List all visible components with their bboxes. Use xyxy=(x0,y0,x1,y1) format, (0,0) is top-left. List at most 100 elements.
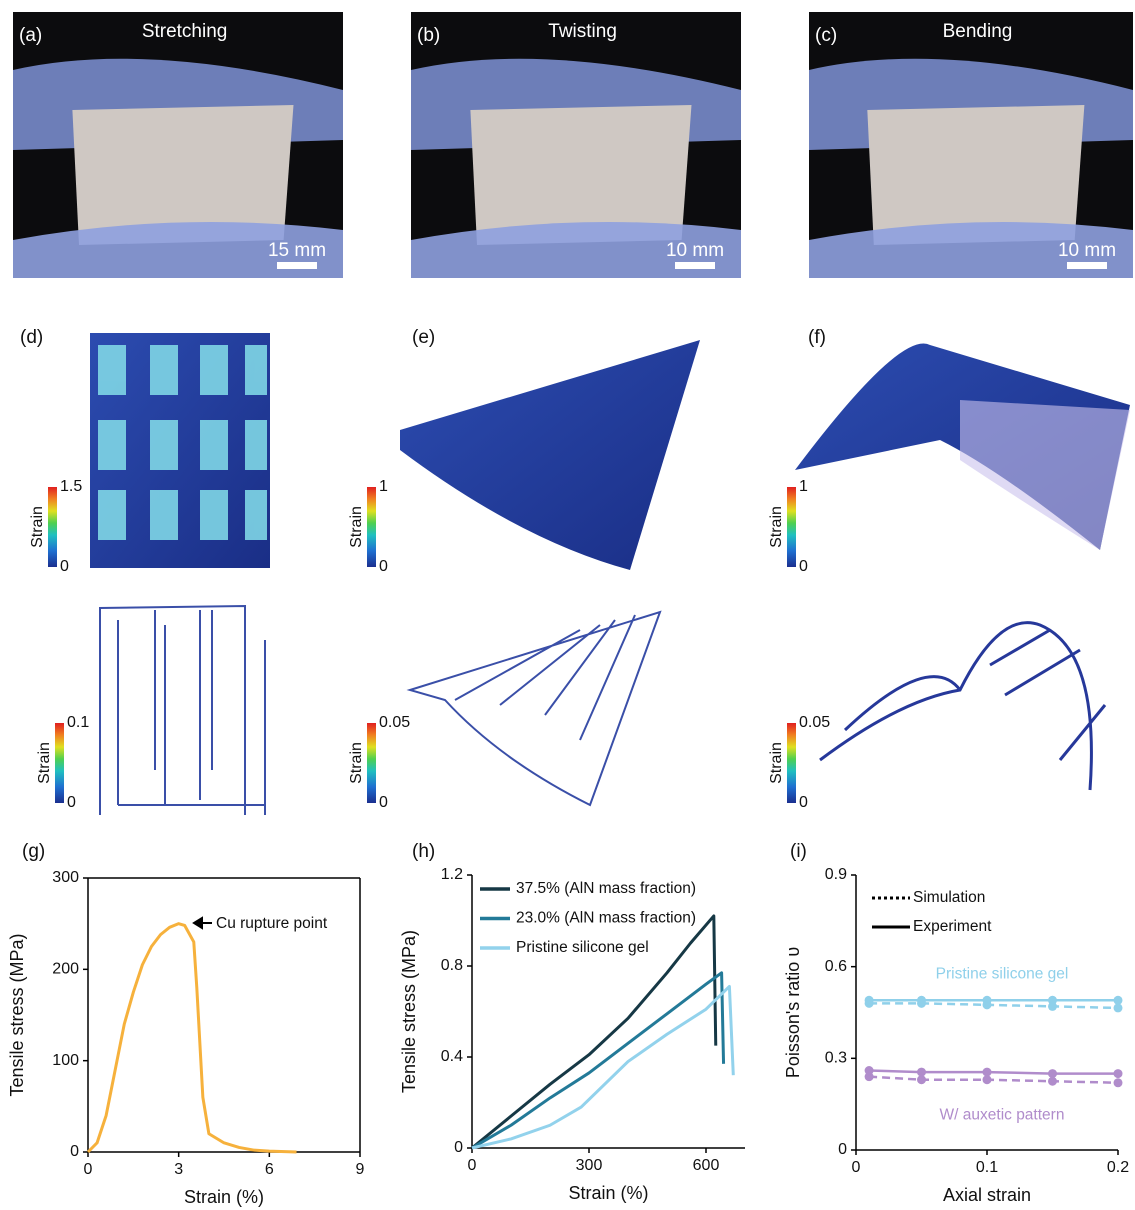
sim-e-top xyxy=(400,340,700,570)
legend-label: 23.0% (AlN mass fraction) xyxy=(516,910,696,927)
annotation-arrow xyxy=(194,918,212,928)
colorbar xyxy=(787,723,796,803)
experiment-point xyxy=(1048,1069,1057,1078)
experiment-point xyxy=(983,996,992,1005)
y-axis-label: Poisson's ratio υ xyxy=(783,947,803,1078)
group-label: Pristine silicone gel xyxy=(936,965,1069,982)
x-axis-label: Strain (%) xyxy=(568,1183,648,1203)
photo-title: Bending xyxy=(943,21,1013,42)
scale-bar-label: 15 mm xyxy=(268,240,326,261)
colorbar xyxy=(787,487,796,567)
data-line xyxy=(88,924,297,1152)
experiment-point xyxy=(1114,996,1123,1005)
panel-label: (f) xyxy=(808,327,826,348)
simulation-line xyxy=(869,1003,1118,1008)
colorbar xyxy=(48,487,57,567)
y-tick-label: 0.8 xyxy=(441,957,463,974)
scale-bar xyxy=(675,262,715,269)
colorbar-tick-label: 1.5 xyxy=(60,478,82,495)
colorbar-tick-label: 0 xyxy=(67,794,76,811)
photo-title: Stretching xyxy=(142,21,228,42)
colorbar-label: Strain xyxy=(768,742,785,784)
x-axis-label: Strain (%) xyxy=(184,1187,264,1207)
y-tick-label: 0.9 xyxy=(825,866,847,883)
y-axis-label: Tensile stress (MPa) xyxy=(7,933,27,1096)
simulation-line xyxy=(869,1077,1118,1083)
x-tick-label: 6 xyxy=(265,1161,274,1178)
scale-bar-label: 10 mm xyxy=(1058,240,1116,261)
experiment-point xyxy=(1048,996,1057,1005)
panel-label: (a) xyxy=(19,25,42,46)
experiment-point xyxy=(865,996,874,1005)
panel-label: (g) xyxy=(22,841,45,862)
y-tick-label: 0 xyxy=(454,1139,463,1156)
scale-bar-label: 10 mm xyxy=(666,240,724,261)
group-label: W/ auxetic pattern xyxy=(940,1107,1065,1124)
colorbar xyxy=(55,723,64,803)
panel-label: (h) xyxy=(412,841,435,862)
y-tick-label: 100 xyxy=(52,1052,79,1069)
colorbar-label: Strain xyxy=(36,742,53,784)
sim-f-bottom xyxy=(820,623,1105,790)
colorbar-tick-label: 1 xyxy=(799,478,808,495)
x-axis-label: Axial strain xyxy=(943,1185,1031,1205)
x-tick-label: 3 xyxy=(174,1161,183,1178)
panel-label: (b) xyxy=(417,25,440,46)
experiment-line xyxy=(869,1071,1118,1074)
y-tick-label: 0.4 xyxy=(441,1048,463,1065)
scale-bar xyxy=(1067,262,1107,269)
colorbar-tick-label: 1 xyxy=(379,478,388,495)
y-tick-label: 0 xyxy=(838,1141,847,1158)
y-tick-label: 300 xyxy=(52,869,79,886)
y-axis-label: Tensile stress (MPa) xyxy=(399,930,419,1093)
colorbar-tick-label: 0.1 xyxy=(67,714,89,731)
x-tick-label: 600 xyxy=(693,1157,720,1174)
colorbar-tick-label: 0.05 xyxy=(379,714,410,731)
simulation-point xyxy=(1114,1078,1123,1087)
panel-label: (i) xyxy=(790,841,807,862)
x-tick-label: 300 xyxy=(576,1157,603,1174)
figure: (a) Stretching 15 mm (b) Twisting 10 mm (c) Ben… xyxy=(0,0,1135,1210)
colorbar-tick-label: 0 xyxy=(799,794,808,811)
simulation-images xyxy=(90,333,1130,815)
colorbar-label: Strain xyxy=(348,742,365,784)
legend-label: Pristine silicone gel xyxy=(516,939,649,956)
colorbar-tick-label: 0 xyxy=(379,794,388,811)
colorbar-tick-label: 0 xyxy=(379,558,388,575)
photo-title: Twisting xyxy=(548,21,617,42)
colorbar-label: Strain xyxy=(348,506,365,548)
x-tick-label: 9 xyxy=(356,1161,365,1178)
panel-label: (e) xyxy=(412,327,435,348)
colorbar-tick-label: 0 xyxy=(60,558,69,575)
x-tick-label: 0.2 xyxy=(1107,1159,1129,1176)
y-tick-label: 0.6 xyxy=(825,958,847,975)
y-tick-label: 0 xyxy=(70,1143,79,1160)
sim-e-bottom xyxy=(410,612,660,805)
colorbar xyxy=(367,723,376,803)
legend-label: 37.5% (AlN mass fraction) xyxy=(516,880,696,897)
experiment-point xyxy=(1114,1069,1123,1078)
experiment-point xyxy=(917,996,926,1005)
panel-label: (c) xyxy=(815,25,837,46)
experiment-point xyxy=(865,1066,874,1075)
colorbar-label: Strain xyxy=(768,506,785,548)
experiment-point xyxy=(917,1068,926,1077)
x-tick-label: 0 xyxy=(468,1157,477,1174)
sim-d-bottom xyxy=(100,606,265,815)
experiment-point xyxy=(983,1068,992,1077)
scale-bar xyxy=(277,262,317,269)
annotation: Cu rupture point xyxy=(216,915,328,932)
y-tick-label: 0.3 xyxy=(825,1050,847,1067)
legend-label: Experiment xyxy=(913,918,992,935)
x-tick-label: 0 xyxy=(84,1161,93,1178)
colorbar-tick-label: 0.05 xyxy=(799,714,830,731)
panel-label: (d) xyxy=(20,327,43,348)
x-tick-label: 0.1 xyxy=(976,1159,998,1176)
legend-label: Simulation xyxy=(913,889,985,906)
x-tick-label: 0 xyxy=(852,1159,861,1176)
colorbar xyxy=(367,487,376,567)
data-line xyxy=(472,973,724,1148)
y-tick-label: 200 xyxy=(52,961,79,978)
colorbar-label: Strain xyxy=(29,506,46,548)
colorbar-tick-label: 0 xyxy=(799,558,808,575)
